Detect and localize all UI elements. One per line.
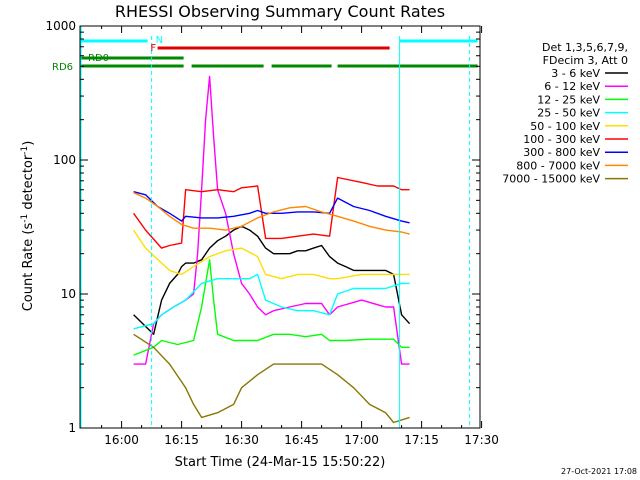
legend: Det 1,3,5,6,7,9, FDecim 3, Att 0 3 - 6 k…	[502, 41, 628, 186]
y-tick-label: 1	[68, 421, 76, 435]
rd6-flag-label: RD6	[52, 62, 73, 73]
x-tick-label: 17:30	[464, 433, 499, 447]
flare-flag-label: F	[150, 43, 156, 54]
y-axis-label: Count Rate (s-1 detector-1)	[20, 141, 36, 312]
legend-header-line-1: Det 1,3,5,6,7,9,	[542, 41, 628, 54]
x-tick-label: 16:15	[164, 433, 199, 447]
legend-entry-label: 300 - 800 keV	[523, 146, 600, 159]
x-tick-label: 16:00	[104, 433, 139, 447]
legend-entry-label: 800 - 7000 keV	[516, 159, 600, 172]
x-tick-label: 16:45	[284, 433, 319, 447]
x-tick-label: 16:30	[224, 433, 259, 447]
x-tick-label: 17:00	[344, 433, 379, 447]
flags-layer: NF RD0 RD6	[52, 26, 478, 428]
series-line-3	[133, 259, 410, 356]
legend-entry-label: 25 - 50 keV	[537, 107, 600, 120]
series-line-9	[133, 333, 410, 424]
series-line-4	[133, 273, 410, 330]
chart-title: RHESSI Observing Summary Count Rates	[115, 2, 445, 21]
series-line-5	[133, 229, 410, 280]
y-tick-label: 10	[61, 287, 76, 301]
legend-entry-label: 50 - 100 keV	[530, 120, 600, 133]
series-line-7	[133, 191, 410, 224]
rd0-flag-label: RD0	[88, 53, 109, 64]
series-layer	[133, 75, 411, 424]
series-line-1	[133, 225, 411, 335]
night-flag-label: N	[156, 35, 163, 46]
legend-entry-label: 6 - 12 keV	[544, 80, 600, 93]
axis-layer: 16:00 16:15 16:30 16:45 17:00 17:15 17:30 1 10 10…	[45, 19, 498, 447]
x-tick-label: 17:15	[404, 433, 439, 447]
plot-frame	[79, 25, 481, 429]
footer-timestamp: 27-Oct-2021 17:08	[561, 467, 637, 476]
legend-entry-label: 100 - 300 keV	[523, 133, 600, 146]
series-line-8	[133, 192, 410, 235]
y-tick-label: 100	[53, 153, 76, 167]
legend-header-line-2: FDecim 3, Att 0	[543, 54, 628, 67]
legend-entry-label: 12 - 25 keV	[537, 93, 600, 106]
x-axis-label: Start Time (24-Mar-15 15:50:22)	[175, 455, 386, 470]
legend-entry-label: 7000 - 15000 keV	[502, 173, 600, 186]
legend-entry-label: 3 - 6 keV	[551, 67, 600, 80]
y-tick-label: 1000	[45, 19, 76, 33]
